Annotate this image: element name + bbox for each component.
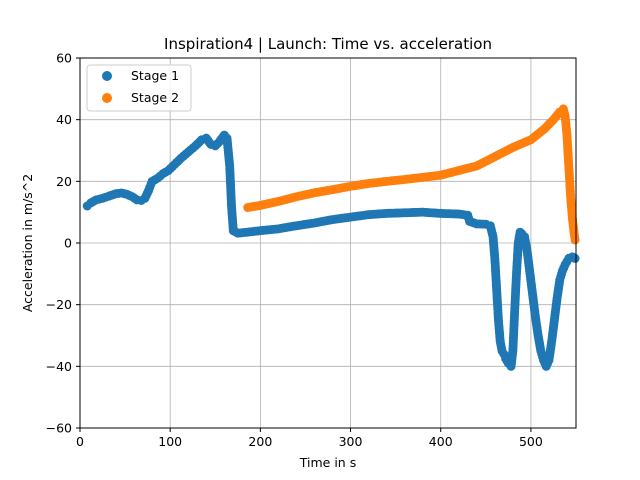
y-tick-label: 60 [56,51,72,66]
axes-frame [79,57,577,429]
x-axis-label: Time in s [299,455,356,470]
y-tick-label: −40 [46,359,72,374]
x-tick-label: 0 [76,434,84,449]
x-tick-label: 300 [339,434,363,449]
data-point [570,253,580,263]
x-tick-label: 400 [429,434,453,449]
y-tick-label: −20 [46,297,72,312]
series-2 [243,104,580,245]
legend: Stage 1 Stage 2 [86,64,192,112]
legend-label-stage-2: Stage 2 [131,90,179,105]
gridlines [79,57,576,429]
x-tick-label: 100 [158,434,182,449]
x-tick-label: 200 [248,434,272,449]
y-tick-label: −60 [46,421,72,436]
y-tick-label: 0 [64,236,72,251]
legend-label-stage-1: Stage 1 [131,68,179,83]
y-tick-label: 40 [56,112,72,127]
legend-marker-stage-2 [102,93,112,103]
data-point [570,235,580,245]
y-tick-label: 20 [56,174,72,189]
y-axis-label: Acceleration in m/s^2 [20,174,35,312]
axis-ticks: 0 100 200 300 400 500 −60 −40 −20 0 20 40 60 [46,51,543,450]
legend-marker-stage-1 [102,71,112,81]
legend-box [86,64,192,112]
x-tick-label: 500 [519,434,543,449]
plot-area [82,104,580,371]
series-1 [82,130,580,371]
chart-title: Inspiration4 | Launch: Time vs. accelera… [164,35,492,53]
